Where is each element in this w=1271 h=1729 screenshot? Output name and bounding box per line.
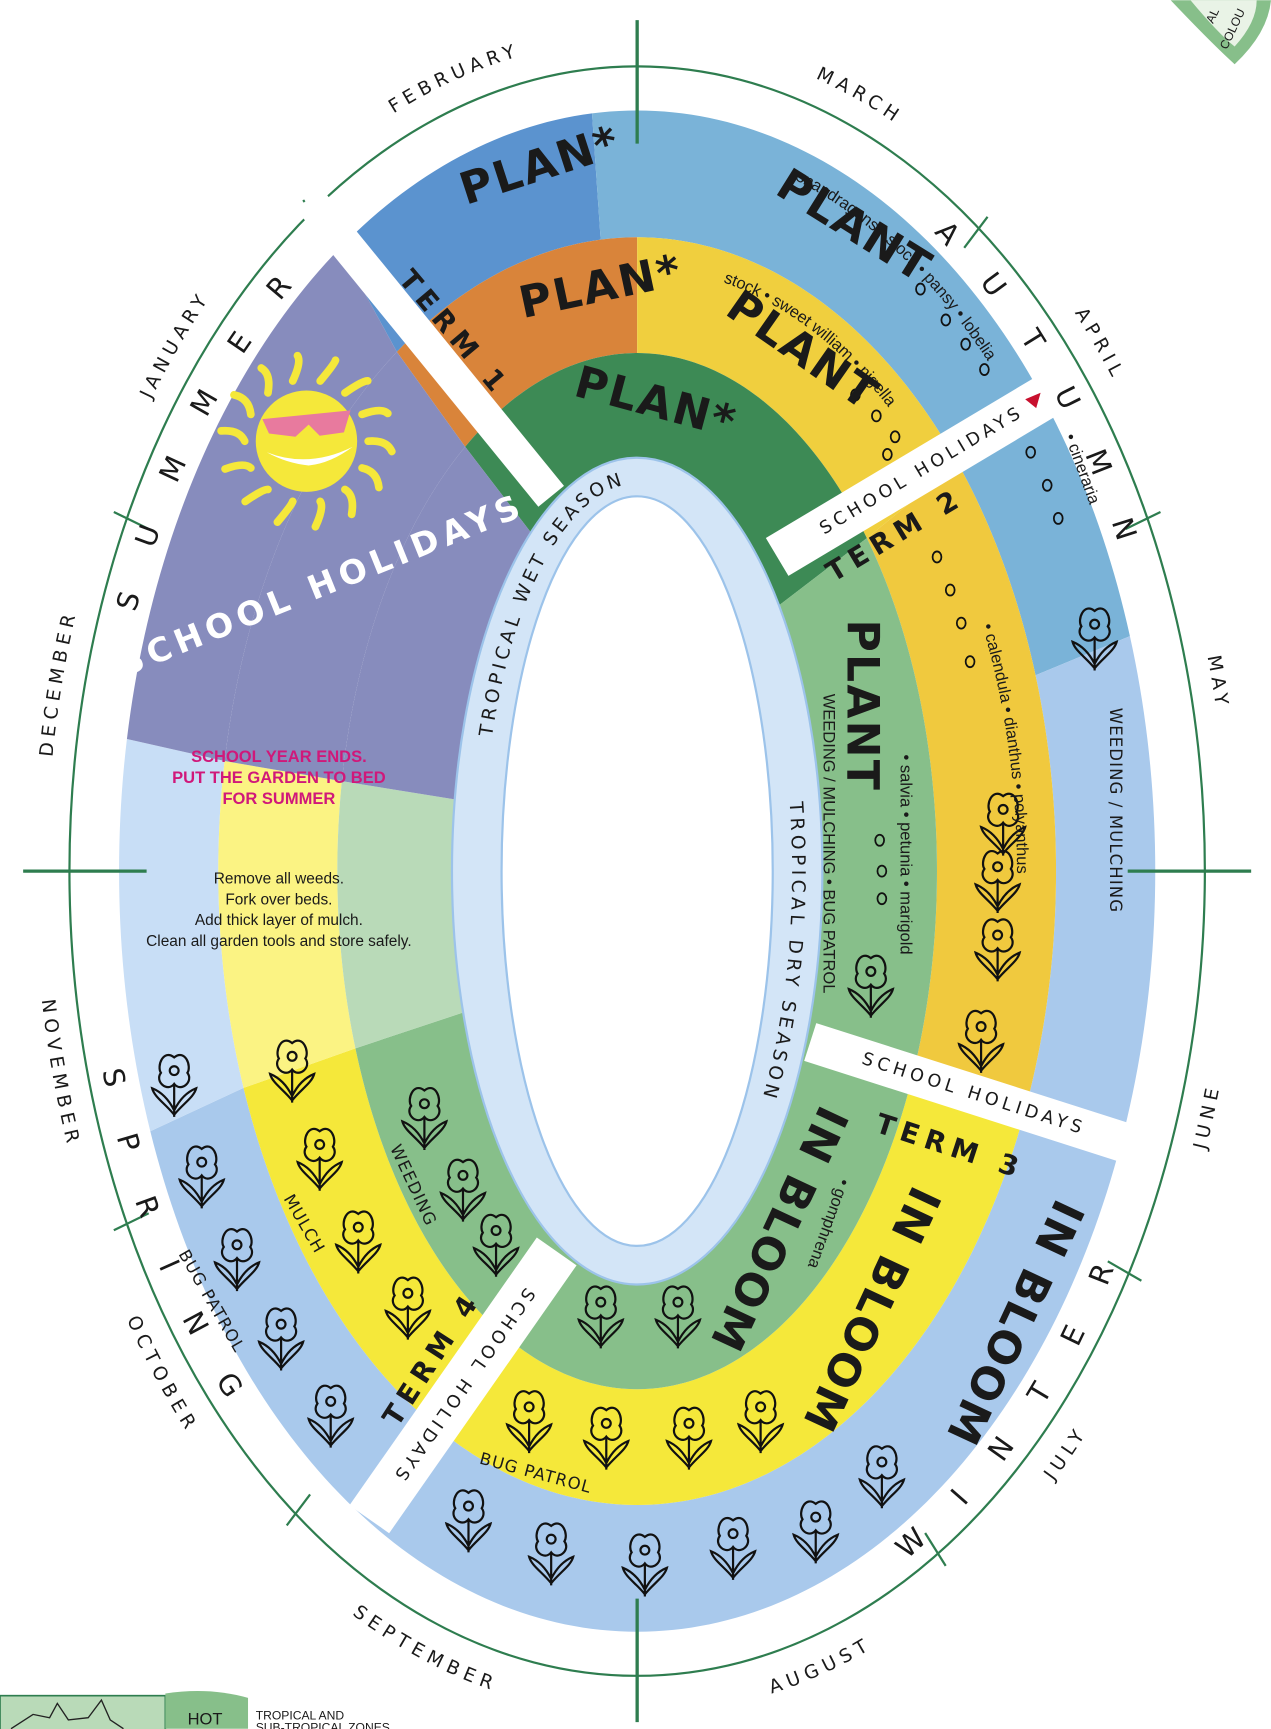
- month-label: FEBRUARY: [385, 40, 523, 118]
- month-label: MARCH: [813, 63, 907, 128]
- month-label-path: FEBRUARY: [385, 40, 523, 118]
- note-heading: PUT THE GARDEN TO BED: [172, 768, 386, 787]
- note-heading: SCHOOL YEAR ENDS.: [191, 747, 367, 766]
- note-text: Add thick layer of mulch.: [195, 912, 363, 929]
- sun-ray: [362, 411, 388, 415]
- note-heading: FOR SUMMER: [222, 789, 335, 808]
- month-tick: [287, 1494, 310, 1525]
- sun-face: [256, 390, 357, 491]
- month-label: AUGUST: [766, 1633, 876, 1698]
- month-label-path: AUGUST: [766, 1633, 876, 1698]
- legend-box: [0, 1696, 165, 1729]
- month-label: NOVEMBER: [37, 998, 84, 1150]
- month-label: JULY: [1039, 1422, 1091, 1485]
- centre-hole: [502, 496, 773, 1246]
- month-label: MAY: [1203, 653, 1233, 711]
- page-body: JANUARYFEBRUARYMARCHAPRILMAYJUNEJULYAUGU…: [0, 0, 1271, 1729]
- ring-label: WEEDING / MULCHING • BUG PATROL: [819, 694, 838, 994]
- garden-calendar: JANUARYFEBRUARYMARCHAPRILMAYJUNEJULYAUGU…: [0, 0, 1271, 1729]
- month-label: APRIL: [1071, 304, 1129, 384]
- month-label-path: NOVEMBER: [37, 998, 84, 1150]
- note-text: Clean all garden tools and store safely.: [146, 933, 411, 950]
- ring-label: WEEDING / MULCHING: [1106, 708, 1125, 913]
- plant-list: • salvia • petunia • marigold: [897, 755, 916, 955]
- month-label-path: JUNE: [1189, 1081, 1224, 1152]
- month-label-path: JULY: [1039, 1422, 1091, 1485]
- month-label-path: MAY: [1203, 653, 1233, 711]
- month-label: JUNE: [1189, 1081, 1224, 1152]
- legend-label: HOT: [188, 1709, 223, 1728]
- month-label-path: APRIL: [1071, 304, 1129, 384]
- month-label-path: MARCH: [813, 63, 907, 128]
- page: School garden calendar {"months": ["JANU…: [0, 0, 1271, 1729]
- month-label-path: SEPTEMBER: [349, 1601, 501, 1695]
- month-label-path: DECEMBER: [36, 607, 81, 757]
- ring-label: PLANT: [837, 620, 888, 793]
- note-text: Fork over beds.: [225, 891, 332, 908]
- month-label: SEPTEMBER: [349, 1601, 501, 1695]
- month-label: DECEMBER: [36, 607, 81, 757]
- sun-ray: [225, 465, 251, 469]
- legend-label: SUB-TROPICAL ZONES: [256, 1721, 390, 1729]
- note-text: Remove all weeds.: [214, 870, 344, 887]
